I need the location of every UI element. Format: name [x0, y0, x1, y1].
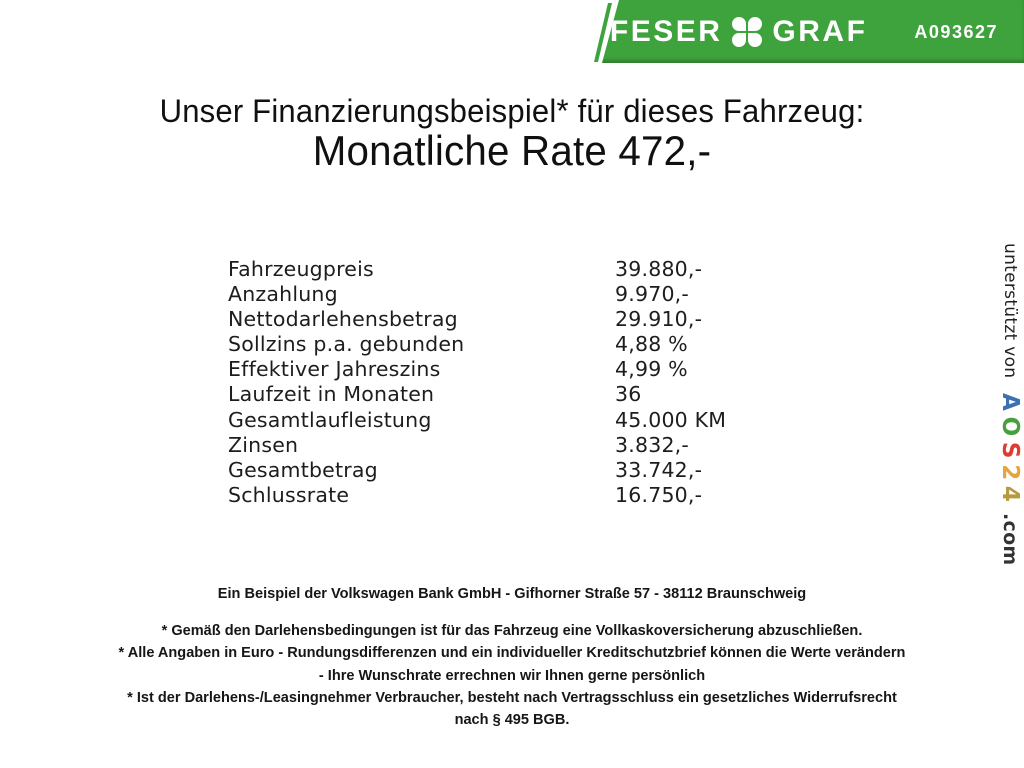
- row-value: 36: [615, 382, 642, 407]
- banner-content: FESER GRAF A093627: [602, 0, 1024, 63]
- row-label: Gesamtbetrag: [228, 457, 378, 482]
- financing-table: Fahrzeugpreis 39.880,- Anzahlung 9.970,-…: [228, 257, 726, 508]
- row-value: 33.742,-: [615, 457, 703, 482]
- disclaimer-line: - Ihre Wunschrate errechnen wir Ihnen ge…: [318, 666, 706, 684]
- disclaimer-line: * Ist der Darlehens-/Leasingnehmer Verbr…: [127, 688, 897, 706]
- row-label: Zinsen: [228, 432, 299, 457]
- disclaimer-line: * Alle Angaben in Euro - Rundungsdiffere…: [118, 644, 906, 662]
- row-value: 29.910,-: [615, 307, 703, 332]
- aos-logo-digit-2: 2: [997, 464, 1023, 481]
- row-value: 39.880,-: [615, 257, 703, 281]
- table-row: Laufzeit in Monaten 36: [228, 382, 726, 407]
- table-row: Sollzins p.a. gebunden 4,88 %: [228, 332, 726, 357]
- row-value: 45.000 KM: [615, 407, 727, 432]
- supported-by-label: unterstützt von: [1000, 243, 1020, 379]
- row-value: 3.832,-: [615, 432, 690, 457]
- supported-by-credit: unterstützt von A O S 2 4 .com: [997, 243, 1023, 566]
- aos-logo-letter-a: A: [997, 393, 1023, 411]
- financing-example-heading: Unser Finanzierungsbeispiel* für dieses …: [159, 93, 865, 129]
- table-row: Nettodarlehensbetrag 29.910,-: [228, 307, 726, 332]
- disclaimer-line: nach § 495 BGB.: [454, 711, 570, 729]
- row-label: Gesamtlaufleistung: [228, 407, 432, 432]
- monthly-rate-heading: Monatliche Rate 472,-: [312, 127, 712, 174]
- table-row: Gesamtbetrag 33.742,-: [228, 458, 726, 483]
- row-label: Schlussrate: [228, 482, 350, 507]
- table-row: Schlussrate 16.750,-: [228, 483, 726, 508]
- vehicle-id-badge: A093627: [914, 21, 998, 42]
- title-block: Unser Finanzierungsbeispiel* für dieses …: [0, 93, 1024, 173]
- row-value: 9.970,-: [615, 282, 690, 307]
- row-label: Sollzins p.a. gebunden: [228, 332, 465, 357]
- aos-logo-letter-s: S: [997, 441, 1023, 459]
- row-label: Fahrzeugpreis: [228, 257, 374, 281]
- row-label: Effektiver Jahreszins: [228, 357, 441, 382]
- table-row: Gesamtlaufleistung 45.000 KM: [228, 408, 726, 433]
- row-value: 16.750,-: [615, 482, 703, 507]
- table-row: Effektiver Jahreszins 4,99 %: [228, 357, 726, 382]
- row-label: Laufzeit in Monaten: [228, 382, 435, 407]
- table-row: Zinsen 3.832,-: [228, 433, 726, 458]
- brand-name-second: GRAF: [772, 14, 868, 48]
- clover-icon: [731, 16, 763, 48]
- row-label: Anzahlung: [228, 282, 338, 307]
- aos-logo-digit-4: 4: [997, 485, 1023, 502]
- bank-example-line: Ein Beispiel der Volkswagen Bank GmbH - …: [217, 585, 807, 602]
- aos-logo-letter-o: O: [997, 416, 1023, 437]
- disclaimer-block: * Gemäß den Darlehensbedingungen ist für…: [15, 620, 1008, 731]
- row-value: 4,88 %: [615, 332, 688, 357]
- table-row: Anzahlung 9.970,-: [228, 282, 726, 307]
- row-label: Nettodarlehensbetrag: [228, 307, 458, 332]
- disclaimer-line: * Gemäß den Darlehensbedingungen ist für…: [161, 622, 863, 639]
- table-row: Fahrzeugpreis 39.880,-: [228, 257, 726, 282]
- aos-logo-suffix: .com: [999, 512, 1021, 566]
- dealer-banner: FESER GRAF A093627: [602, 0, 1024, 63]
- row-value: 4,99 %: [615, 357, 688, 382]
- brand-name-first: FESER: [609, 14, 723, 48]
